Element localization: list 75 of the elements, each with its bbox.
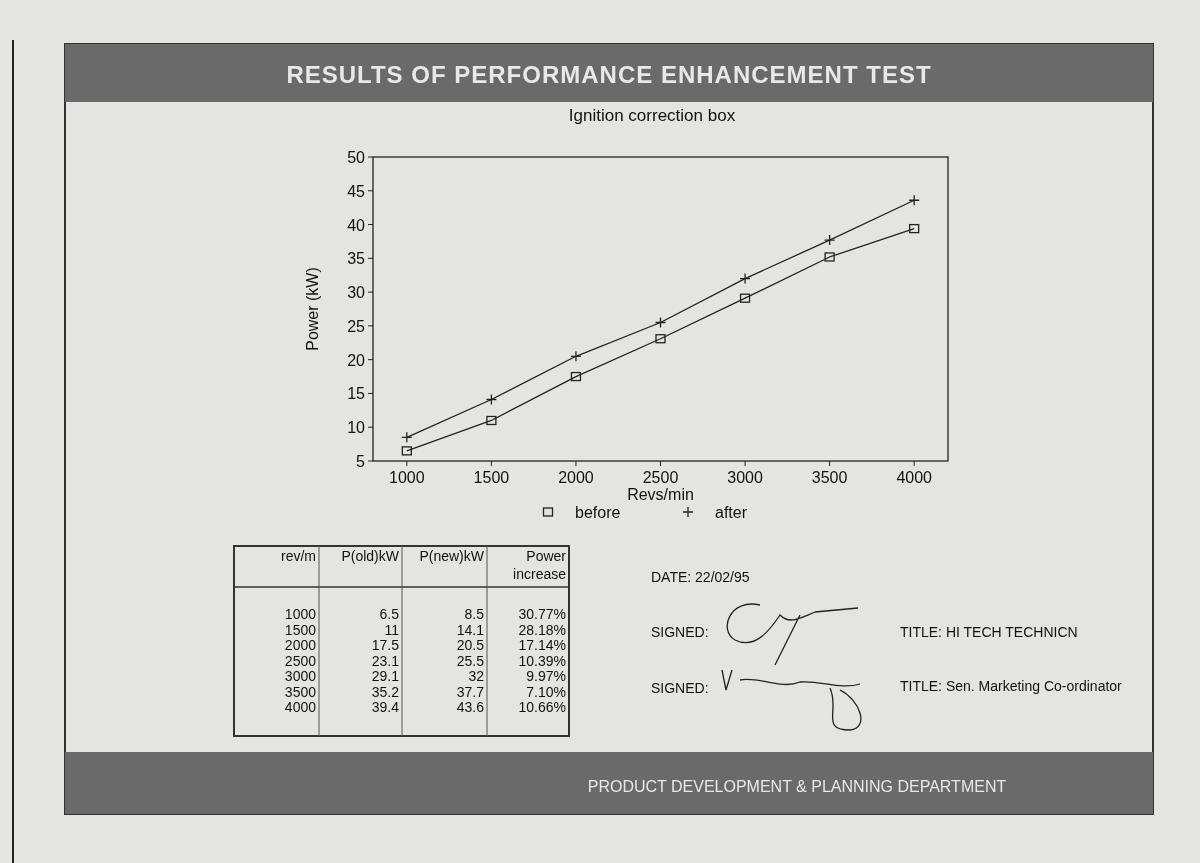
y-axis-title: Power (kW) [304, 267, 321, 351]
text: 17.14% [518, 637, 566, 653]
text: SIGNED: [651, 624, 709, 640]
chart-title: RESULTS OF PERFORMANCE ENHANCEMENT TEST [286, 61, 932, 88]
text: 28.18% [518, 621, 566, 638]
text: PRODUCT DEVELOPMENT & PLANNING DEPARTMENT [587, 778, 1007, 795]
point [570, 371, 582, 382]
y-tick-label: 30 [347, 284, 366, 302]
text: 3500 [284, 683, 317, 700]
x-tick-label: 1000 [389, 469, 425, 486]
text: 1500 [284, 621, 317, 638]
text: 4000 [284, 699, 317, 715]
point [401, 431, 413, 444]
text: 14.1 [456, 621, 485, 638]
y-tick-label: 15 [347, 385, 366, 403]
text: 32 [468, 668, 485, 684]
text: 8.5 [464, 606, 485, 622]
text: 6.5 [379, 606, 400, 622]
text: 25.5 [456, 652, 485, 669]
point [401, 446, 412, 456]
y-tick-label: 35 [347, 250, 366, 268]
text: 3000 [284, 668, 317, 684]
x-tick-label: 2500 [642, 469, 679, 486]
text: SIGNED: [651, 680, 709, 696]
text: 2000 [284, 637, 317, 653]
point [739, 293, 751, 303]
text: 43.6 [456, 699, 485, 715]
y-tick-label: 40 [347, 216, 366, 234]
text: 35.2 [371, 683, 400, 700]
x-tick-label: 1500 [473, 469, 510, 486]
text: 9.97% [526, 668, 566, 684]
text: P(new)kW [419, 548, 485, 564]
text: 37.7 [456, 683, 485, 700]
point [909, 223, 920, 234]
text: rev/m [281, 548, 316, 564]
point [739, 272, 751, 285]
y-tick-label: 20 [347, 351, 366, 369]
y-tick-label: 10 [347, 419, 366, 437]
x-tick-label: 3000 [727, 469, 763, 486]
point [908, 194, 920, 206]
x-tick-label: 2000 [558, 469, 594, 486]
text: TITLE: Sen. Marketing Co-ordinator [900, 678, 1123, 694]
text: 11 [384, 621, 400, 638]
text: 39.4 [371, 699, 400, 715]
x-tick-label: 4000 [896, 469, 933, 486]
text: 20.5 [456, 637, 485, 653]
y-tick-label: 25 [347, 317, 366, 335]
text: 7.10% [526, 683, 566, 700]
text: 1000 [284, 606, 317, 622]
x-tick-label: 3500 [811, 469, 848, 486]
y-tick-label: 45 [347, 182, 366, 200]
text: DATE: 22/02/95 [651, 569, 750, 585]
text: TITLE: HI TECH TECHNICN [900, 624, 1078, 640]
legend-label: before [575, 504, 621, 521]
text: 29.1 [371, 668, 400, 684]
chart-subtitle: Ignition correction box [568, 106, 736, 125]
text: 23.1 [371, 652, 400, 669]
text: 17.5 [371, 637, 400, 653]
point [655, 334, 666, 344]
y-tick-label: 50 [347, 149, 366, 166]
y-tick-label: 5 [356, 453, 366, 470]
text: 10.66% [518, 699, 566, 715]
point [485, 393, 498, 406]
point [823, 234, 836, 246]
legend-label: after [715, 504, 748, 521]
point [486, 415, 497, 426]
x-axis-title: Revs/min [627, 486, 694, 503]
text: 10.39% [518, 652, 566, 669]
point [570, 350, 582, 362]
point [824, 252, 835, 262]
point [654, 316, 667, 329]
text: P(old)kW [341, 548, 400, 564]
text: 30.77% [518, 606, 566, 622]
text: 2500 [284, 652, 317, 669]
text: Power increase [513, 548, 567, 582]
